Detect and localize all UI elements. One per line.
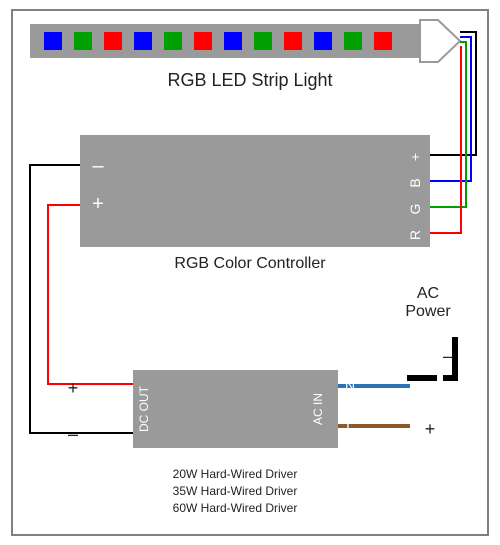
led-3 (134, 32, 152, 50)
ac-in-label: AC IN (311, 393, 325, 425)
led-2 (104, 32, 122, 50)
led-10 (344, 32, 362, 50)
controller-label: RGB Color Controller (174, 255, 326, 272)
ctrl-R: R (407, 230, 423, 240)
drv-plus: + (68, 378, 79, 398)
controller (80, 135, 430, 247)
drv-line-1: 35W Hard-Wired Driver (173, 484, 298, 498)
led-7 (254, 32, 272, 50)
led-5 (194, 32, 212, 50)
drv-minus: – (68, 424, 78, 444)
ctrl-B: B (407, 178, 423, 187)
led-0 (44, 32, 62, 50)
drv-line-0: 20W Hard-Wired Driver (173, 467, 298, 481)
ac-minus: – (443, 346, 453, 366)
led-11 (374, 32, 392, 50)
driver (133, 370, 338, 448)
led-4 (164, 32, 182, 50)
ac-bracket-1 (413, 352, 440, 420)
strip-connector (420, 20, 460, 62)
wiring-diagram: RGB LED Strip Light – + + B G R RGB Color Contr… (0, 0, 500, 545)
ctrl-G: G (407, 204, 423, 215)
ctrl-plus: + (92, 193, 104, 215)
ac-n: N (345, 377, 355, 393)
led-6 (224, 32, 242, 50)
led-9 (314, 32, 332, 50)
dc-out-label: DC OUT (137, 385, 151, 432)
led-1 (74, 32, 92, 50)
wire-strip-3 (430, 47, 461, 233)
ac-l: L (346, 417, 354, 433)
led-8 (284, 32, 302, 50)
ac-plus: + (425, 419, 436, 439)
ctrl-minus: – (92, 155, 104, 177)
ctrl-+: + (407, 153, 423, 161)
strip-label: RGB LED Strip Light (167, 70, 332, 90)
ac-label1: AC (417, 285, 439, 302)
drv-line-2: 60W Hard-Wired Driver (173, 501, 298, 515)
ac-label2: Power (405, 303, 451, 320)
